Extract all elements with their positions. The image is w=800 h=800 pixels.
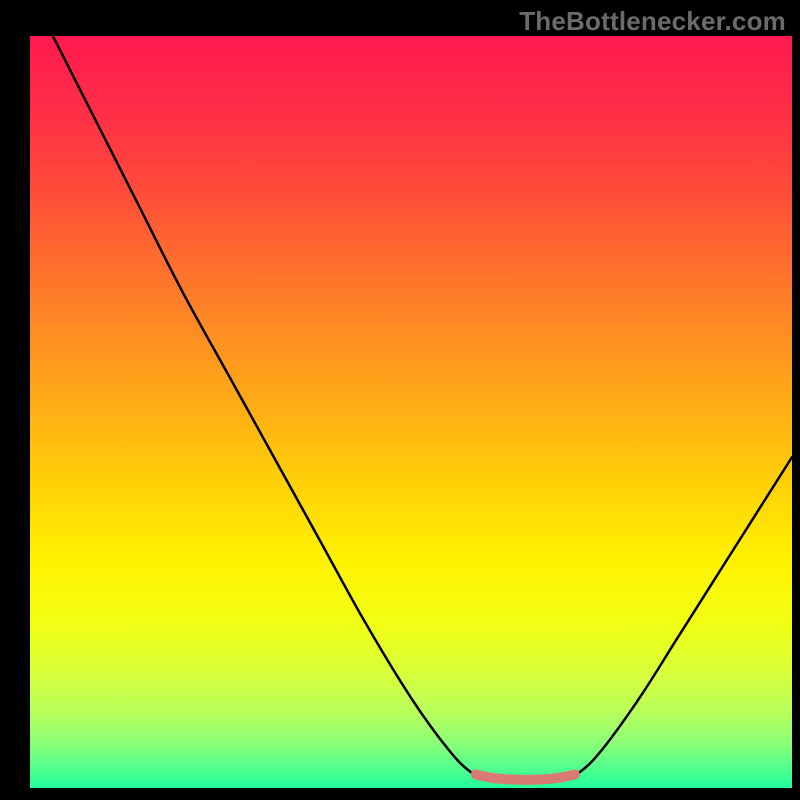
watermark-text: TheBottlenecker.com	[519, 6, 786, 37]
bottleneck-curve	[53, 36, 792, 780]
chart-frame: TheBottlenecker.com	[0, 0, 800, 800]
curve-layer	[30, 36, 792, 788]
plot-area	[30, 36, 792, 788]
optimal-range-segment	[476, 774, 575, 779]
